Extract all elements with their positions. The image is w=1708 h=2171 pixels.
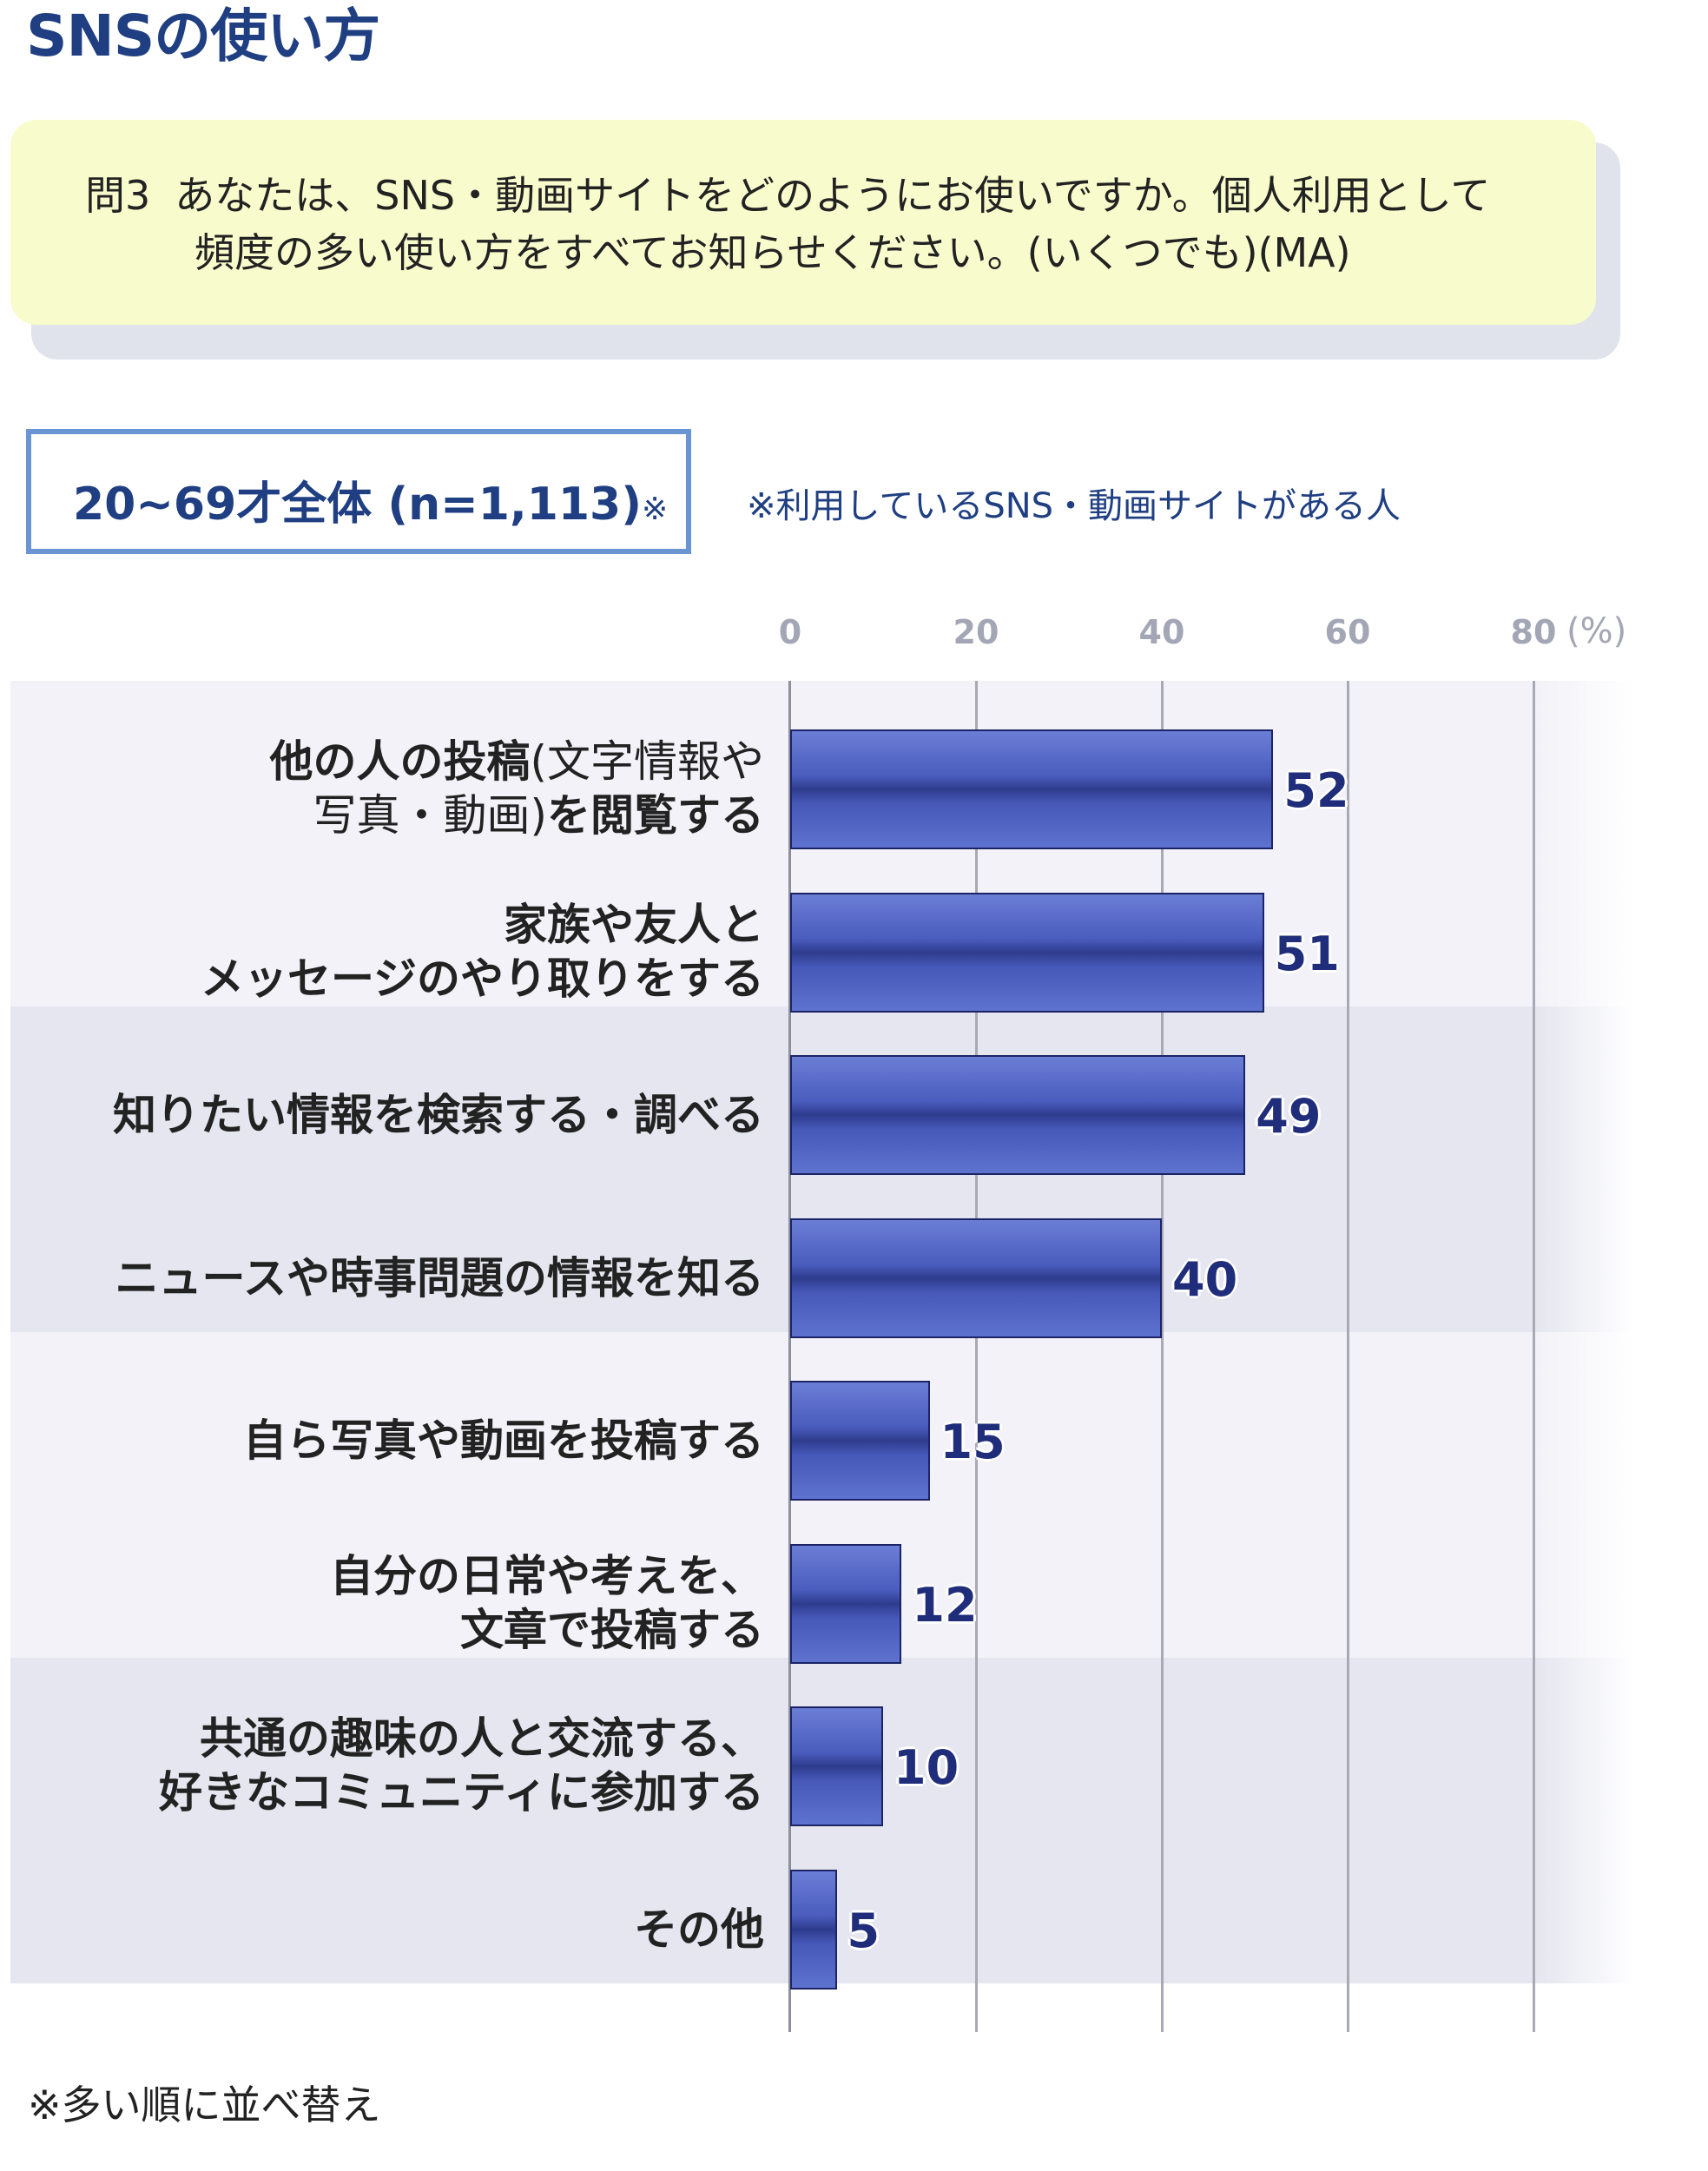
bar-8 — [790, 1869, 837, 1990]
grid-fade — [1537, 681, 1634, 2032]
category-label-1-bold: 他の人の投稿 — [269, 736, 531, 787]
category-label-2-line-1: 家族や友人と — [504, 899, 764, 950]
axis-tick-80: 80 — [1510, 613, 1557, 651]
bar-7 — [790, 1706, 883, 1826]
bar-2 — [790, 892, 1264, 1013]
category-label-1-line-1: 他の人の投稿(文字情報や — [269, 735, 764, 789]
category-label-1-line-2: 写真・動画)を閲覧する — [269, 789, 764, 842]
sample-text: 20~69才全体 (n=1,113)※ — [73, 467, 668, 532]
category-label-1-thin: (文字情報や — [530, 736, 764, 787]
category-label-5: 自ら写真や動画を投稿する — [243, 1414, 764, 1468]
bar-1 — [790, 729, 1274, 849]
category-label-1-line2-bold: を閲覧する — [547, 790, 764, 841]
category-label-1: 他の人の投稿(文字情報や 写真・動画)を閲覧する — [269, 735, 764, 842]
gridline-80 — [1533, 681, 1535, 2032]
gridline-60 — [1347, 681, 1349, 2032]
category-label-8-line-1: その他 — [634, 1904, 764, 1955]
category-label-4-line-1: ニュースや時事問題の情報を知る — [115, 1252, 765, 1303]
category-label-6-line-2: 文章で投稿する — [460, 1604, 764, 1655]
question-line-2: 頻度の多い使い方をすべてお知らせください。(いくつでも)(MA) — [195, 229, 1351, 276]
value-label-5: 15 — [940, 1415, 1006, 1469]
category-label-3-line-1: 知りたい情報を検索する・調べる — [113, 1090, 764, 1140]
gridline-20 — [975, 681, 978, 2032]
category-label-4: ニュースや時事問題の情報を知る — [115, 1251, 765, 1305]
value-label-1: 52 — [1283, 763, 1349, 818]
bar-6 — [790, 1543, 902, 1664]
category-label-1-line2-thin: 写真・動画) — [313, 790, 547, 841]
category-label-2: 家族や友人と メッセージのやり取りをする — [201, 898, 764, 1006]
category-label-7: 共通の趣味の人と交流する、 好きなコミュニティに参加する — [159, 1712, 764, 1819]
page-title: SNSの使い方 — [26, 3, 380, 69]
bar-3 — [790, 1055, 1246, 1175]
question-text-1: あなたは、SNS・動画サイトをどのようにお使いですか。個人利用として — [175, 172, 1491, 219]
value-label-8: 5 — [847, 1903, 880, 1958]
category-label-3: 知りたい情報を検索する・調べる — [113, 1088, 764, 1142]
value-label-7: 10 — [894, 1740, 960, 1795]
value-label-6: 12 — [912, 1577, 978, 1633]
category-label-6: 自分の日常や考えを、 文章で投稿する — [330, 1549, 764, 1657]
bar-4 — [790, 1217, 1162, 1338]
value-label-2: 51 — [1274, 926, 1340, 981]
axis-tick-40: 40 — [1138, 613, 1185, 651]
axis-tick-0: 0 — [778, 613, 802, 651]
question-line-1: 問3 あなたは、SNS・動画サイトをどのようにお使いですか。個人利用として — [85, 168, 1490, 222]
category-label-8: その他 — [634, 1903, 764, 1957]
value-label-3: 49 — [1256, 1089, 1322, 1144]
axis-tick-60: 60 — [1324, 613, 1371, 651]
footnote: ※多い順に並べ替え — [28, 2082, 381, 2128]
sample-mark: ※ — [642, 492, 669, 527]
question-box — [10, 120, 1596, 325]
sample-note: ※利用しているSNS・動画サイトがある人 — [747, 486, 1401, 526]
sample-label: 20~69才全体 (n=1,113) — [73, 478, 643, 531]
bar-5 — [790, 1381, 930, 1501]
sample-box: 20~69才全体 (n=1,113)※ — [26, 429, 691, 554]
category-label-2-line-2: メッセージのやり取りをする — [201, 953, 764, 1004]
question-label: 問3 — [85, 172, 151, 219]
axis-unit: (%) — [1566, 611, 1627, 651]
axis-tick-20: 20 — [953, 613, 999, 651]
axis-zero-line — [788, 681, 791, 2032]
category-label-6-line-1: 自分の日常や考えを、 — [330, 1550, 764, 1601]
category-label-7-line-1: 共通の趣味の人と交流する、 — [200, 1713, 764, 1764]
gridline-40 — [1161, 681, 1164, 2032]
category-label-5-line-1: 自ら写真や動画を投稿する — [243, 1415, 764, 1466]
value-label-4: 40 — [1172, 1251, 1238, 1307]
category-label-7-line-2: 好きなコミュニティに参加する — [159, 1767, 764, 1818]
